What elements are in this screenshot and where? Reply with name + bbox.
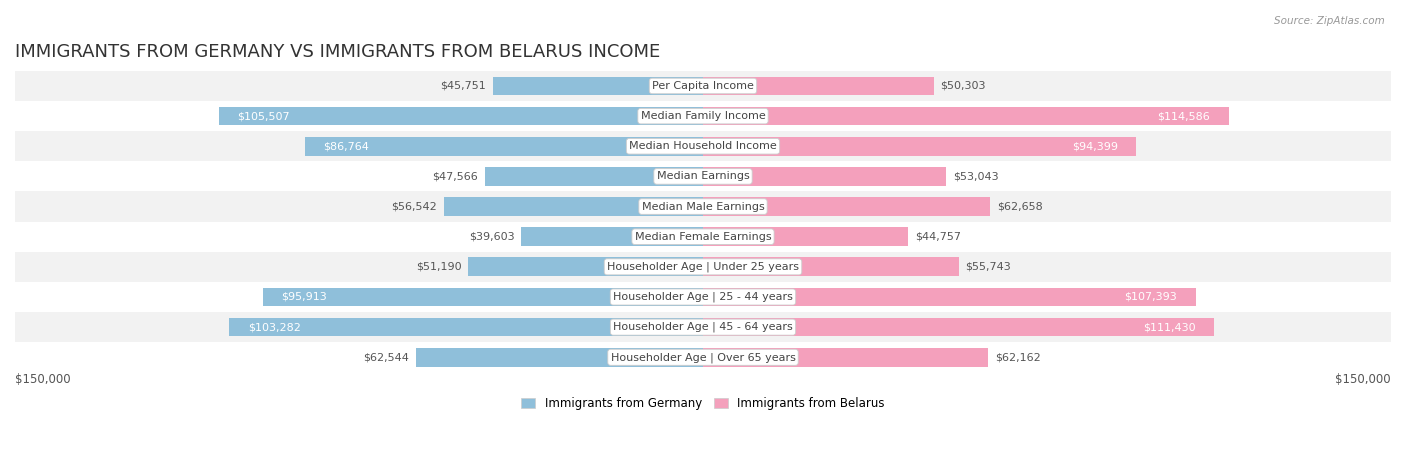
Text: $55,743: $55,743 bbox=[966, 262, 1011, 272]
Bar bbox=[703, 288, 1195, 306]
Text: $62,544: $62,544 bbox=[363, 352, 409, 362]
Bar bbox=[703, 197, 990, 216]
Text: $105,507: $105,507 bbox=[238, 111, 290, 121]
Text: Median Household Income: Median Household Income bbox=[628, 142, 778, 151]
Text: Median Earnings: Median Earnings bbox=[657, 171, 749, 181]
Text: Householder Age | Under 25 years: Householder Age | Under 25 years bbox=[607, 262, 799, 272]
Text: $150,000: $150,000 bbox=[1336, 373, 1391, 386]
Bar bbox=[15, 131, 1391, 161]
Bar bbox=[468, 257, 703, 276]
Bar bbox=[416, 348, 703, 367]
Text: $44,757: $44,757 bbox=[915, 232, 962, 242]
Bar bbox=[703, 257, 959, 276]
Text: IMMIGRANTS FROM GERMANY VS IMMIGRANTS FROM BELARUS INCOME: IMMIGRANTS FROM GERMANY VS IMMIGRANTS FR… bbox=[15, 43, 661, 61]
Bar bbox=[15, 342, 1391, 372]
Text: $111,430: $111,430 bbox=[1143, 322, 1195, 332]
Text: $39,603: $39,603 bbox=[468, 232, 515, 242]
Bar bbox=[263, 288, 703, 306]
Text: $62,658: $62,658 bbox=[997, 202, 1043, 212]
Bar bbox=[15, 282, 1391, 312]
Text: $107,393: $107,393 bbox=[1125, 292, 1177, 302]
Text: Median Male Earnings: Median Male Earnings bbox=[641, 202, 765, 212]
Bar bbox=[15, 71, 1391, 101]
Text: $95,913: $95,913 bbox=[281, 292, 328, 302]
Text: $114,586: $114,586 bbox=[1157, 111, 1211, 121]
Bar bbox=[15, 312, 1391, 342]
Bar bbox=[703, 227, 908, 246]
Text: $45,751: $45,751 bbox=[440, 81, 486, 91]
Legend: Immigrants from Germany, Immigrants from Belarus: Immigrants from Germany, Immigrants from… bbox=[516, 392, 890, 415]
Text: Householder Age | 45 - 64 years: Householder Age | 45 - 64 years bbox=[613, 322, 793, 333]
Text: $62,162: $62,162 bbox=[995, 352, 1040, 362]
Text: Median Family Income: Median Family Income bbox=[641, 111, 765, 121]
Bar bbox=[15, 222, 1391, 252]
Text: $86,764: $86,764 bbox=[323, 142, 370, 151]
Text: $94,399: $94,399 bbox=[1071, 142, 1118, 151]
Bar bbox=[15, 101, 1391, 131]
Bar bbox=[703, 167, 946, 186]
Bar bbox=[703, 137, 1136, 156]
Bar bbox=[522, 227, 703, 246]
Bar bbox=[703, 107, 1229, 126]
Text: $50,303: $50,303 bbox=[941, 81, 986, 91]
Text: $56,542: $56,542 bbox=[391, 202, 437, 212]
Bar bbox=[15, 252, 1391, 282]
Text: Source: ZipAtlas.com: Source: ZipAtlas.com bbox=[1274, 16, 1385, 26]
Bar bbox=[15, 191, 1391, 222]
Text: $103,282: $103,282 bbox=[247, 322, 301, 332]
Bar bbox=[305, 137, 703, 156]
Bar bbox=[15, 161, 1391, 191]
Text: Median Female Earnings: Median Female Earnings bbox=[634, 232, 772, 242]
Bar bbox=[229, 318, 703, 337]
Text: $53,043: $53,043 bbox=[953, 171, 998, 181]
Text: $150,000: $150,000 bbox=[15, 373, 70, 386]
Bar bbox=[703, 348, 988, 367]
Text: $51,190: $51,190 bbox=[416, 262, 461, 272]
Text: Householder Age | 25 - 44 years: Householder Age | 25 - 44 years bbox=[613, 292, 793, 302]
Bar bbox=[703, 77, 934, 95]
Text: Per Capita Income: Per Capita Income bbox=[652, 81, 754, 91]
Bar bbox=[219, 107, 703, 126]
Bar bbox=[703, 318, 1215, 337]
Text: $47,566: $47,566 bbox=[432, 171, 478, 181]
Bar bbox=[444, 197, 703, 216]
Bar bbox=[485, 167, 703, 186]
Text: Householder Age | Over 65 years: Householder Age | Over 65 years bbox=[610, 352, 796, 362]
Bar bbox=[494, 77, 703, 95]
